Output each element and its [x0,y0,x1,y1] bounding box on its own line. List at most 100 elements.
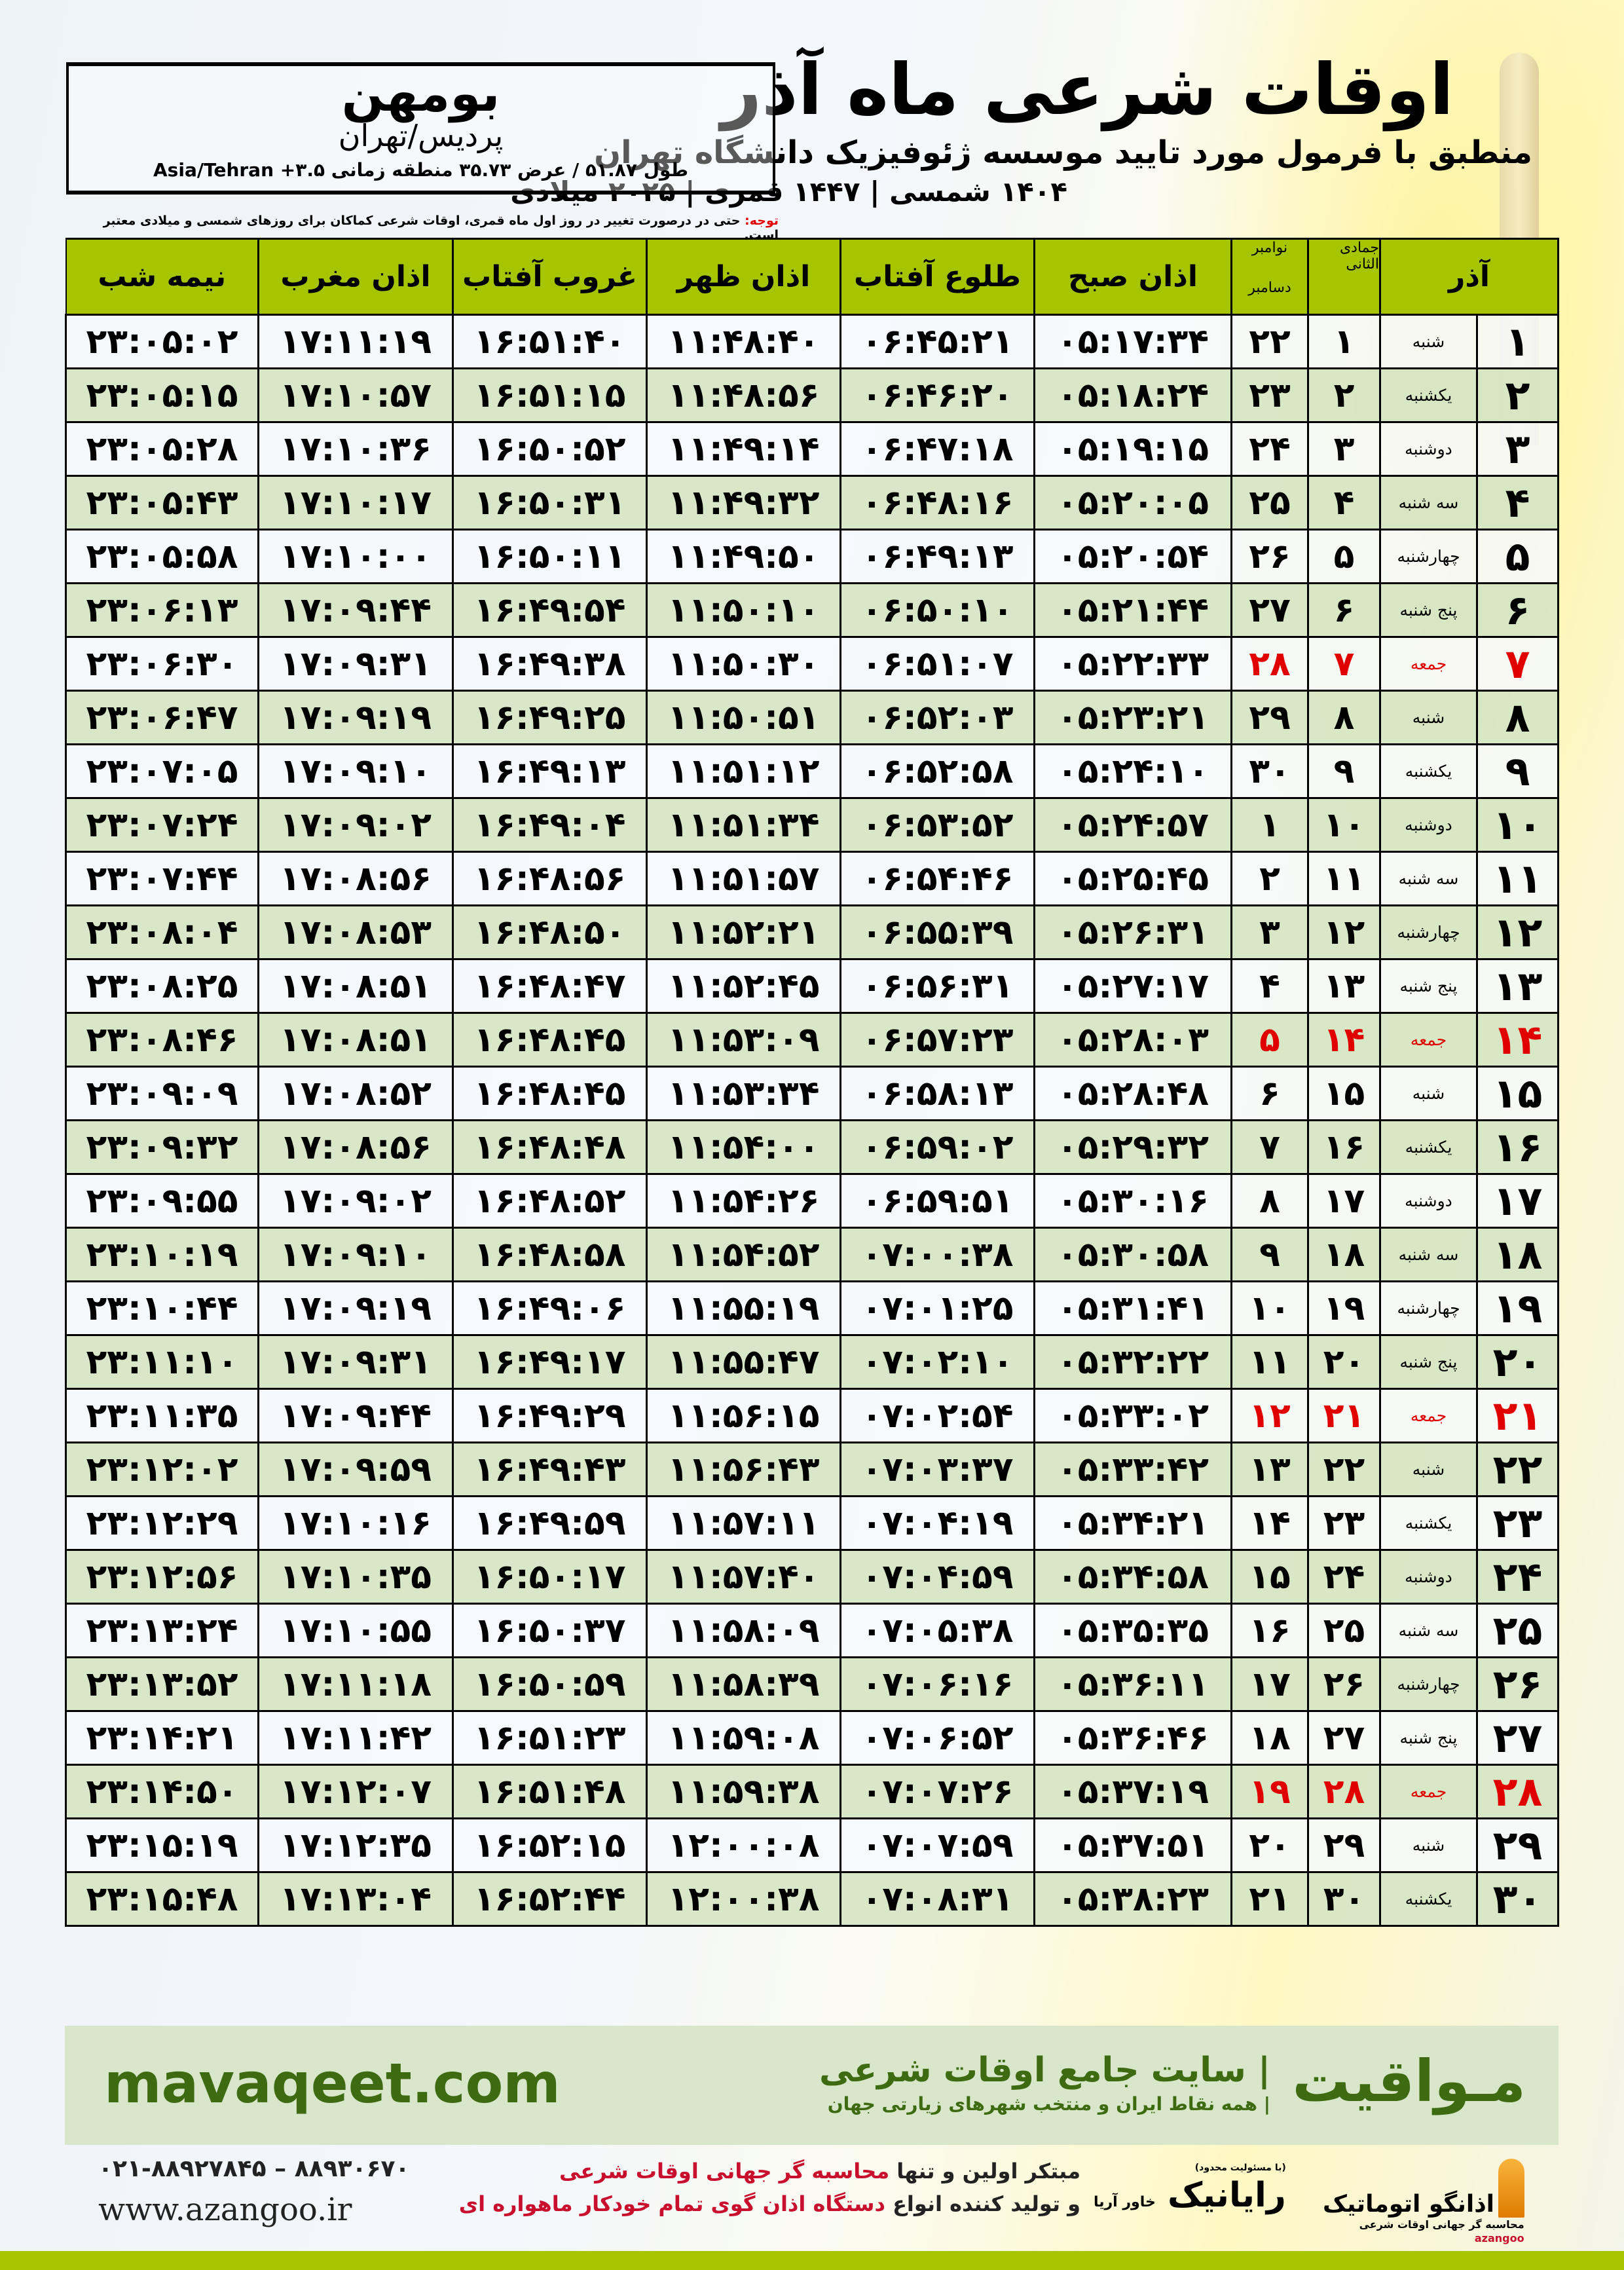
gregorian-day-cell: ۲۰ [1230,1817,1309,1873]
header-tolu: طلوع آفتاب [840,238,1035,316]
nimeshab-time: ۲۳:۱۵:۱۹ [65,1817,259,1873]
sobh-time: ۰۵:۳۳:۰۲ [1033,1388,1232,1443]
ghorub-time: ۱۶:۵۱:۴۸ [452,1764,648,1819]
nimeshab-time: ۲۳:۱۵:۴۸ [65,1871,259,1927]
weekday-cell: پنج شنبه [1379,958,1478,1014]
header-sobh: اذان صبح [1033,238,1232,316]
hijri-day-cell: ۲۹ [1307,1817,1381,1873]
maghrib-time: ۱۷:۱۰:۱۶ [257,1495,454,1551]
maghrib-time: ۱۷:۰۹:۳۱ [257,1334,454,1390]
table-row: ۵ چهارشنبه ۵ ۲۶ ۰۵:۲۰:۵۴ ۰۶:۴۹:۱۳ ۱۱:۴۹:۵۰ ۱۶:۵… [65,529,1559,584]
gregorian-day-cell: ۳۰ [1230,743,1309,799]
table-row: ۱۷ دوشنبه ۱۷ ۸ ۰۵:۳۰:۱۶ ۰۶:۵۹:۵۱ ۱۱:۵۴:۲۶ ۱۶:۴۸… [65,1173,1559,1229]
ghorub-time: ۱۶:۵۲:۱۵ [452,1817,648,1873]
weekday-cell: یکشنبه [1379,743,1478,799]
zohr-time: ۱۱:۵۱:۳۴ [646,797,841,853]
zohr-time: ۱۱:۴۸:۴۰ [646,314,841,369]
maghrib-time: ۱۷:۰۸:۵۶ [257,1119,454,1175]
ghorub-time: ۱۶:۴۸:۵۸ [452,1227,648,1282]
tolu-time: ۰۶:۵۶:۳۱ [840,958,1035,1014]
zohr-time: ۱۱:۵۴:۵۲ [646,1227,841,1282]
tolu-time: ۰۶:۵۲:۵۸ [840,743,1035,799]
weekday-cell: جمعه [1379,636,1478,692]
rayanik-name: رایانیک [1167,2176,1286,2215]
zohr-time: ۱۱:۵۲:۴۵ [646,958,841,1014]
weekday-cell: دوشنبه [1379,1549,1478,1605]
city-name: بومهن [341,64,500,122]
maghrib-time: ۱۷:۱۲:۰۷ [257,1764,454,1819]
day-cell: ۲ [1476,367,1559,423]
maghrib-time: ۱۷:۰۹:۴۴ [257,1388,454,1443]
sobh-time: ۰۵:۳۶:۴۶ [1033,1710,1232,1766]
table-row: ۲۴ دوشنبه ۲۴ ۱۵ ۰۵:۳۴:۵۸ ۰۷:۰۴:۵۹ ۱۱:۵۷:۴۰ ۱۶:۵… [65,1549,1559,1605]
weekday-cell: یکشنبه [1379,367,1478,423]
maghrib-time: ۱۷:۰۸:۵۱ [257,958,454,1014]
zohr-time: ۱۱:۵۸:۰۹ [646,1603,841,1658]
maghrib-time: ۱۷:۰۹:۳۱ [257,636,454,692]
ghorub-time: ۱۶:۵۱:۱۵ [452,367,648,423]
maghrib-time: ۱۷:۰۹:۰۲ [257,1173,454,1229]
hijri-day-cell: ۱۷ [1307,1173,1381,1229]
sobh-time: ۰۵:۲۶:۳۱ [1033,904,1232,960]
day-cell: ۱۲ [1476,904,1559,960]
zohr-time: ۱۱:۵۷:۴۰ [646,1549,841,1605]
header-nimeshab: نیمه شب [65,238,259,316]
hijri-day-cell: ۹ [1307,743,1381,799]
zohr-time: ۱۱:۴۸:۵۶ [646,367,841,423]
ghorub-time: ۱۶:۴۹:۵۴ [452,582,648,638]
weekday-cell: جمعه [1379,1764,1478,1819]
table-row: ۲۵ سه شنبه ۲۵ ۱۶ ۰۵:۳۵:۳۵ ۰۷:۰۵:۳۸ ۱۱:۵۸:۰۹ ۱۶:… [65,1603,1559,1658]
gregorian-day-cell: ۲ [1230,851,1309,906]
weekday-cell: چهارشنبه [1379,1280,1478,1336]
weekday-cell: سه شنبه [1379,475,1478,530]
maghrib-time: ۱۷:۰۸:۵۱ [257,1012,454,1068]
maghrib-time: ۱۷:۰۹:۱۹ [257,690,454,745]
hijri-day-cell: ۲۵ [1307,1603,1381,1658]
zohr-time: ۱۱:۴۹:۳۲ [646,475,841,530]
hijri-day-cell: ۱۴ [1307,1012,1381,1068]
promo1-a: مبتکر اولین و تنها [889,2159,1080,2184]
sobh-time: ۰۵:۲۷:۱۷ [1033,958,1232,1014]
table-row: ۹ یکشنبه ۹ ۳۰ ۰۵:۲۴:۱۰ ۰۶:۵۲:۵۸ ۱۱:۵۱:۱۲ ۱۶:۴۹:… [65,743,1559,799]
gregorian-day-cell: ۲۴ [1230,421,1309,477]
azangoo-logo: اذانگو اتوماتیک محاسبه گر جهانی اوقات شر… [1323,2159,1524,2244]
weekday-cell: شنبه [1379,690,1478,745]
tolu-time: ۰۶:۴۷:۱۸ [840,421,1035,477]
promo2-b: دستگاه اذان گوی تمام خودکار ماهواره ای [458,2191,885,2216]
tolu-time: ۰۷:۰۴:۵۹ [840,1549,1035,1605]
sobh-time: ۰۵:۳۳:۴۲ [1033,1442,1232,1497]
ghorub-time: ۱۶:۴۹:۱۳ [452,743,648,799]
sobh-time: ۰۵:۲۱:۴۴ [1033,582,1232,638]
day-cell: ۲۷ [1476,1710,1559,1766]
header-zohr: اذان ظهر [646,238,841,316]
weekday-cell: یکشنبه [1379,1871,1478,1927]
page-title: اوقات شرعی ماه آذر [721,49,1454,131]
ghorub-time: ۱۶:۵۱:۴۰ [452,314,648,369]
weekday-cell: چهارشنبه [1379,1656,1478,1712]
rayanik-sub: (با مسئولیت محدود) [1194,2163,1286,2173]
zohr-time: ۱۲:۰۰:۳۸ [646,1871,841,1927]
day-cell: ۱۷ [1476,1173,1559,1229]
azangoo-link[interactable]: www.azangoo.ir [98,2191,352,2228]
hijri-day-cell: ۱۱ [1307,851,1381,906]
gregorian-day-cell: ۱۲ [1230,1388,1309,1443]
tolu-time: ۰۷:۰۵:۳۸ [840,1603,1035,1658]
hijri-day-cell: ۱۵ [1307,1066,1381,1121]
maghrib-time: ۱۷:۰۹:۱۰ [257,1227,454,1282]
table-row: ۲۱ جمعه ۲۱ ۱۲ ۰۵:۳۳:۰۲ ۰۷:۰۲:۵۴ ۱۱:۵۶:۱۵ ۱۶:۴۹:… [65,1388,1559,1443]
weekday-cell: دوشنبه [1379,421,1478,477]
weekday-cell: شنبه [1379,314,1478,369]
maghrib-time: ۱۷:۰۹:۴۴ [257,582,454,638]
hijri-day-cell: ۵ [1307,529,1381,584]
ghorub-time: ۱۶:۵۰:۵۹ [452,1656,648,1712]
mavaqeet-link[interactable]: mavaqeet.com [104,2051,561,2115]
day-cell: ۱۸ [1476,1227,1559,1282]
gregorian-day-cell: ۱۰ [1230,1280,1309,1336]
hijri-day-cell: ۳۰ [1307,1871,1381,1927]
day-cell: ۲۶ [1476,1656,1559,1712]
day-cell: ۲۹ [1476,1817,1559,1873]
sobh-time: ۰۵:۳۷:۵۱ [1033,1817,1232,1873]
header-ghorub: غروب آفتاب [452,238,648,316]
day-cell: ۱۶ [1476,1119,1559,1175]
gregorian-day-cell: ۱۱ [1230,1334,1309,1390]
